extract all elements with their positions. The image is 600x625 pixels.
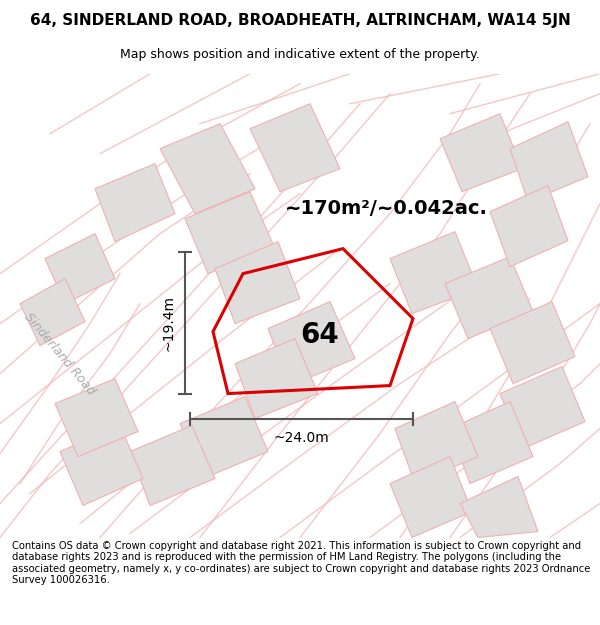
Polygon shape [180, 397, 268, 479]
Text: Sinderland Road: Sinderland Road [22, 310, 98, 397]
Polygon shape [450, 402, 533, 484]
Polygon shape [45, 234, 115, 304]
Polygon shape [500, 367, 585, 449]
Polygon shape [185, 192, 275, 274]
Polygon shape [445, 257, 533, 339]
Polygon shape [510, 122, 588, 202]
Polygon shape [235, 339, 318, 419]
Text: 64: 64 [301, 321, 340, 349]
Polygon shape [130, 426, 215, 506]
Polygon shape [440, 114, 522, 192]
Polygon shape [215, 242, 300, 324]
Polygon shape [490, 186, 568, 267]
Text: Map shows position and indicative extent of the property.: Map shows position and indicative extent… [120, 48, 480, 61]
Polygon shape [268, 302, 355, 386]
Polygon shape [390, 456, 472, 538]
Text: Contains OS data © Crown copyright and database right 2021. This information is : Contains OS data © Crown copyright and d… [12, 541, 590, 586]
Text: ~170m²/~0.042ac.: ~170m²/~0.042ac. [285, 199, 488, 218]
Polygon shape [250, 104, 340, 192]
Polygon shape [490, 302, 575, 384]
Polygon shape [390, 232, 478, 314]
Polygon shape [460, 476, 538, 538]
Text: 64, SINDERLAND ROAD, BROADHEATH, ALTRINCHAM, WA14 5JN: 64, SINDERLAND ROAD, BROADHEATH, ALTRINC… [29, 13, 571, 28]
Text: ~19.4m: ~19.4m [161, 294, 175, 351]
Polygon shape [95, 164, 175, 242]
Polygon shape [395, 402, 478, 484]
Polygon shape [160, 124, 255, 214]
Polygon shape [20, 279, 85, 346]
Text: ~24.0m: ~24.0m [274, 431, 329, 444]
Polygon shape [60, 426, 143, 506]
Polygon shape [55, 379, 138, 456]
